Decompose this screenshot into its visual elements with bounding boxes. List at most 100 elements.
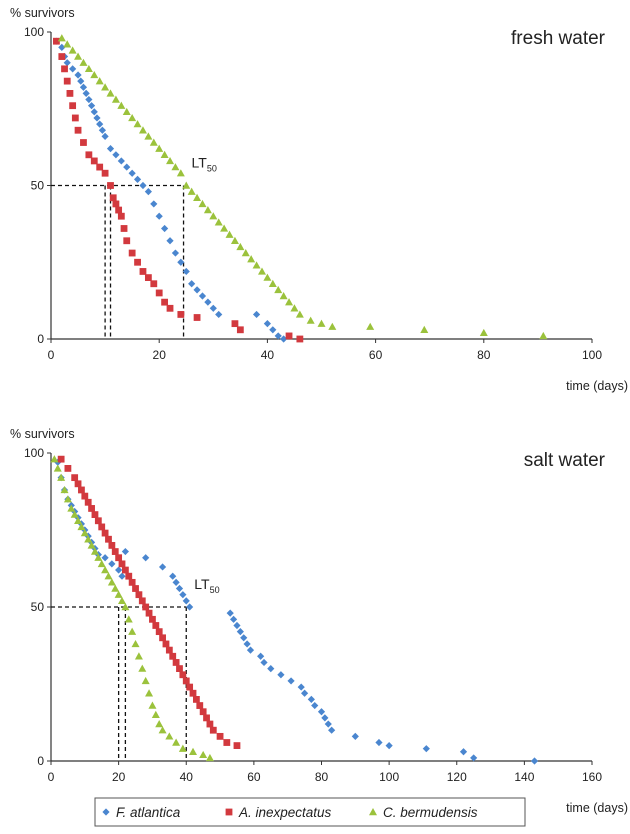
data-point [139, 268, 147, 275]
data-point [189, 747, 198, 755]
data-point [67, 504, 76, 512]
data-point [142, 603, 150, 611]
data-point [240, 634, 248, 642]
data-point [58, 53, 66, 60]
data-point [144, 188, 152, 196]
data-point [182, 267, 190, 276]
data-point [198, 292, 207, 300]
data-point [252, 310, 261, 319]
data-point [274, 285, 283, 294]
data-point [422, 745, 430, 753]
data-point [459, 748, 468, 756]
data-point [101, 132, 109, 140]
data-point [74, 126, 82, 134]
data-point [150, 200, 158, 208]
data-point [53, 464, 62, 472]
data-point [68, 46, 77, 54]
data-point [121, 566, 129, 574]
data-point [205, 753, 214, 762]
data-point [117, 212, 125, 220]
data-point [172, 578, 180, 586]
data-point [70, 510, 79, 518]
data-point [177, 311, 185, 318]
data-point [57, 455, 65, 463]
data-point [128, 249, 136, 257]
data-point [145, 689, 154, 697]
data-point [87, 541, 96, 549]
data-point [269, 326, 277, 334]
data-point [101, 83, 110, 91]
legend: F. atlantica A. inexpectatus C. bermudensi… [94, 797, 526, 827]
data-point [257, 267, 266, 275]
data-point [203, 714, 210, 722]
data-point [169, 572, 177, 580]
data-point [85, 95, 93, 104]
legend-marker [102, 808, 110, 816]
data-point [328, 726, 336, 734]
data-point [287, 677, 295, 685]
data-point [96, 163, 104, 171]
data-point [107, 182, 114, 189]
data-point [135, 591, 143, 599]
data-point [236, 326, 244, 334]
x-axis-label: time (days) [566, 379, 628, 393]
data-point [159, 634, 166, 642]
data-point [220, 224, 229, 232]
data-point [133, 175, 142, 183]
data-point [101, 554, 109, 562]
data-point [144, 274, 152, 281]
series-c-bermudensis [50, 455, 214, 762]
x-tick-label: 160 [582, 770, 602, 784]
data-point [226, 609, 234, 617]
data-point [530, 757, 539, 765]
data-point [134, 258, 141, 266]
x-tick-label: 60 [369, 348, 383, 362]
data-point [53, 37, 60, 45]
data-point [385, 742, 393, 750]
data-point [236, 242, 245, 251]
data-point [138, 597, 146, 605]
data-point [145, 609, 153, 617]
data-point [131, 639, 140, 648]
series-a-inexpectatus [53, 37, 304, 343]
data-point [69, 65, 77, 73]
y-tick-label: 0 [37, 332, 44, 346]
data-point [122, 107, 131, 116]
data-point [123, 163, 131, 171]
y-axis-label: % survivors [10, 6, 75, 20]
data-point [121, 547, 129, 556]
data-point [95, 77, 104, 85]
data-point [223, 739, 231, 746]
data-point [77, 522, 86, 531]
data-point [161, 298, 169, 306]
data-point [71, 474, 79, 482]
y-tick-label: 0 [37, 754, 44, 768]
legend-label: C. bermudensis [383, 805, 478, 820]
salt-water-panel: 0 20 40 60 80 100 120 140 160 0 50 100 % survivors ti… [10, 427, 628, 815]
data-point [171, 163, 180, 171]
data-point [155, 720, 164, 728]
data-point [162, 640, 170, 648]
data-point [149, 138, 158, 146]
data-point [142, 554, 150, 562]
data-point [160, 150, 169, 158]
data-point [321, 714, 329, 722]
y-tick-label: 100 [24, 446, 44, 460]
data-point [199, 708, 207, 716]
data-point [351, 732, 359, 740]
data-point [124, 615, 133, 623]
data-point [79, 83, 88, 91]
legend-marker [225, 808, 233, 816]
data-point [177, 258, 185, 266]
data-point [118, 596, 127, 605]
data-point [149, 615, 156, 623]
data-point [84, 64, 93, 73]
data-point [118, 560, 126, 568]
data-point [260, 658, 268, 667]
data-point [290, 304, 299, 312]
data-point [85, 151, 93, 159]
data-point [366, 322, 375, 330]
data-point [192, 696, 200, 703]
